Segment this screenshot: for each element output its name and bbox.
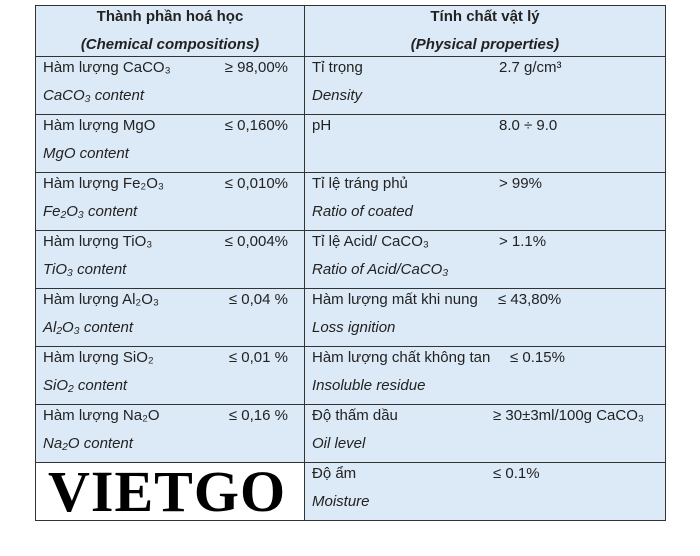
property-name: Hàm lượng CaCO₃ (43, 59, 171, 76)
property-value: > 1.1% (499, 233, 547, 250)
property-name: Hàm lượng Fe₂O₃ (43, 175, 165, 192)
property-name: Tỉ lệ tráng phủ (312, 175, 408, 192)
property-value: ≥ 98,00% (224, 59, 288, 76)
table-cell: Hàm lượng TiO₃ ≤ 0,004% TiO₃ content (35, 230, 305, 289)
table-cell: Hàm lượng SiO₂ ≤ 0,01 % SiO₂ content (35, 346, 305, 405)
property-english: Na₂O content (43, 435, 133, 452)
table-cell: Độ ẩm ≤ 0.1% Moisture (304, 462, 666, 521)
table-cell: VIETGO (35, 462, 305, 521)
property-value: ≤ 43,80% (498, 291, 562, 308)
property-value: > 99% (499, 175, 542, 192)
table-cell: Độ thấm dầu ≥ 30±3ml/100g CaCO₃ Oil level (304, 404, 666, 463)
table-cell: Tỉ lệ tráng phủ > 99% Ratio of coated (304, 172, 666, 231)
table-cell: Hàm lượng Fe₂O₃ ≤ 0,010% Fe₂O₃ content (35, 172, 305, 231)
header-cell: Tính chất vật lý (Physical properties) (304, 5, 666, 57)
property-english: TiO₃ content (43, 261, 127, 278)
property-value: ≤ 0,004% (224, 233, 288, 250)
property-english: SiO₂ content (43, 377, 128, 394)
table-cell: Hàm lượng Al₂O₃ ≤ 0,04 % Al₂O₃ content (35, 288, 305, 347)
logo: VIETGO (48, 459, 287, 524)
property-value: ≤ 0,010% (224, 175, 288, 192)
header-title: Tính chất vật lý (430, 8, 540, 25)
property-name: Hàm lượng chất không tan (312, 349, 491, 366)
table-cell: Tỉ lệ Acid/ CaCO₃ > 1.1% Ratio of Acid/CaC… (304, 230, 666, 289)
property-name: Hàm lượng Na₂O (43, 407, 160, 424)
table-cell: Hàm lượng mất khi nung ≤ 43,80% Loss ignit… (304, 288, 666, 347)
table-cell: Hàm lượng CaCO₃ ≥ 98,00% CaCO₃ content (35, 56, 305, 115)
property-value: ≥ 30±3ml/100g CaCO₃ (493, 407, 644, 424)
property-name: Hàm lượng SiO₂ (43, 349, 154, 366)
property-value: ≤ 0,16 % (228, 407, 288, 424)
property-name: Tỉ trọng (312, 59, 363, 76)
property-value: ≤ 0,01 % (228, 349, 288, 366)
property-name: pH (312, 117, 332, 134)
table-cell: Hàm lượng MgO ≤ 0,160% MgO content (35, 114, 305, 173)
property-value: ≤ 0.15% (510, 349, 565, 366)
header-cell: Thành phần hoá học (Chemical compositions… (35, 5, 305, 57)
table-cell: Hàm lượng Na₂O ≤ 0,16 % Na₂O content (35, 404, 305, 463)
property-name: Hàm lượng TiO₃ (43, 233, 153, 250)
property-value: 2.7 g/cm³ (499, 59, 562, 76)
property-english: Ratio of coated (312, 203, 413, 220)
table-cell: pH 8.0 ÷ 9.0 (304, 114, 666, 173)
property-value: ≤ 0,04 % (228, 291, 288, 308)
property-english: Ratio of Acid/CaCO₃ (312, 261, 449, 278)
property-name: Hàm lượng mất khi nung (312, 291, 478, 308)
table-cell: Hàm lượng chất không tan ≤ 0.15% Insoluble… (304, 346, 666, 405)
property-name: Độ ẩm (312, 465, 357, 482)
property-english: Oil level (312, 435, 366, 452)
header-subtitle: (Physical properties) (410, 36, 560, 53)
header-title: Thành phần hoá học (96, 8, 244, 25)
property-value: ≤ 0,160% (224, 117, 288, 134)
header-subtitle: (Chemical compositions) (80, 36, 260, 53)
property-value: ≤ 0.1% (493, 465, 540, 482)
property-english: Al₂O₃ content (43, 319, 134, 336)
table-cell: Tỉ trọng 2.7 g/cm³ Density (304, 56, 666, 115)
property-english: Density (312, 87, 363, 104)
property-english: Insoluble residue (312, 377, 426, 394)
property-name: Tỉ lệ Acid/ CaCO₃ (312, 233, 429, 250)
property-english: Moisture (312, 493, 370, 510)
property-name: Hàm lượng MgO (43, 117, 156, 134)
property-english: CaCO₃ content (43, 87, 144, 104)
property-name: Hàm lượng Al₂O₃ (43, 291, 160, 308)
property-english: Loss ignition (312, 319, 396, 336)
property-english: Fe₂O₃ content (43, 203, 138, 220)
property-value: 8.0 ÷ 9.0 (499, 117, 558, 134)
property-name: Độ thấm dầu (312, 407, 398, 424)
property-english: MgO content (43, 145, 129, 162)
